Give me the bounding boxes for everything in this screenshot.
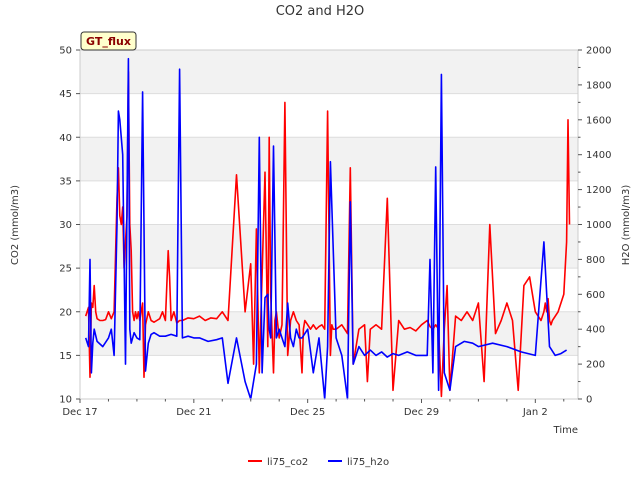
y-left-tick-label: 40 xyxy=(59,133,72,144)
y-left-tick-label: 35 xyxy=(59,176,72,187)
y-right-tick-label: 0 xyxy=(586,395,592,406)
y-left-tick-label: 30 xyxy=(59,220,72,231)
y-left-tick-label: 45 xyxy=(59,89,72,100)
y-right-tick-label: 2000 xyxy=(586,46,611,57)
badge-label: GT_flux xyxy=(86,35,131,48)
y-left-tick-label: 20 xyxy=(59,307,72,318)
legend-label-co2: li75_co2 xyxy=(267,457,308,468)
series-layer xyxy=(84,57,571,400)
y-right-tick-label: 1800 xyxy=(586,80,611,91)
legend-item-co2: li75_co2 xyxy=(248,457,308,468)
series-line-li75_co2 xyxy=(84,71,571,398)
legend: li75_co2 li75_h2o xyxy=(248,457,389,468)
x-tick-label: Dec 29 xyxy=(404,407,439,418)
y-right-tick-label: 800 xyxy=(586,255,605,266)
y-right-tick-label: 600 xyxy=(586,290,605,301)
x-axis-label: Time xyxy=(553,425,578,436)
y-right-tick-label: 1200 xyxy=(586,185,611,196)
y-axis-label-right: H2O (mmol/m3) xyxy=(621,185,632,266)
y-left-tick-label: 25 xyxy=(59,264,72,275)
series-line-li75_h2o xyxy=(84,57,568,400)
x-tick-label: Dec 17 xyxy=(62,407,97,418)
background-band xyxy=(80,50,578,94)
legend-item-h2o: li75_h2o xyxy=(328,457,389,468)
y-left-tick-label: 15 xyxy=(59,351,72,362)
x-tick-label: Dec 25 xyxy=(290,407,325,418)
y-right-tick-label: 1600 xyxy=(586,115,611,126)
axis-ticks: 10 15 20 25 30 35 40 45 50 0 200 400 600 800 1000 1200 1… xyxy=(59,46,611,419)
x-tick-label: Jan 2 xyxy=(522,407,548,418)
y-right-tick-label: 1000 xyxy=(586,220,611,231)
y-axis-label-left: CO2 (mmol/m3) xyxy=(10,185,21,265)
gt-flux-badge: GT_flux xyxy=(80,31,137,51)
chart-title: CO2 and H2O xyxy=(276,4,365,19)
x-tick-label: Dec 21 xyxy=(176,407,211,418)
y-right-tick-label: 1400 xyxy=(586,150,611,161)
y-right-tick-label: 400 xyxy=(586,325,605,336)
legend-label-h2o: li75_h2o xyxy=(347,457,389,468)
y-right-tick-label: 200 xyxy=(586,360,605,371)
y-left-tick-label: 50 xyxy=(59,46,72,57)
y-left-tick-label: 10 xyxy=(59,395,72,406)
